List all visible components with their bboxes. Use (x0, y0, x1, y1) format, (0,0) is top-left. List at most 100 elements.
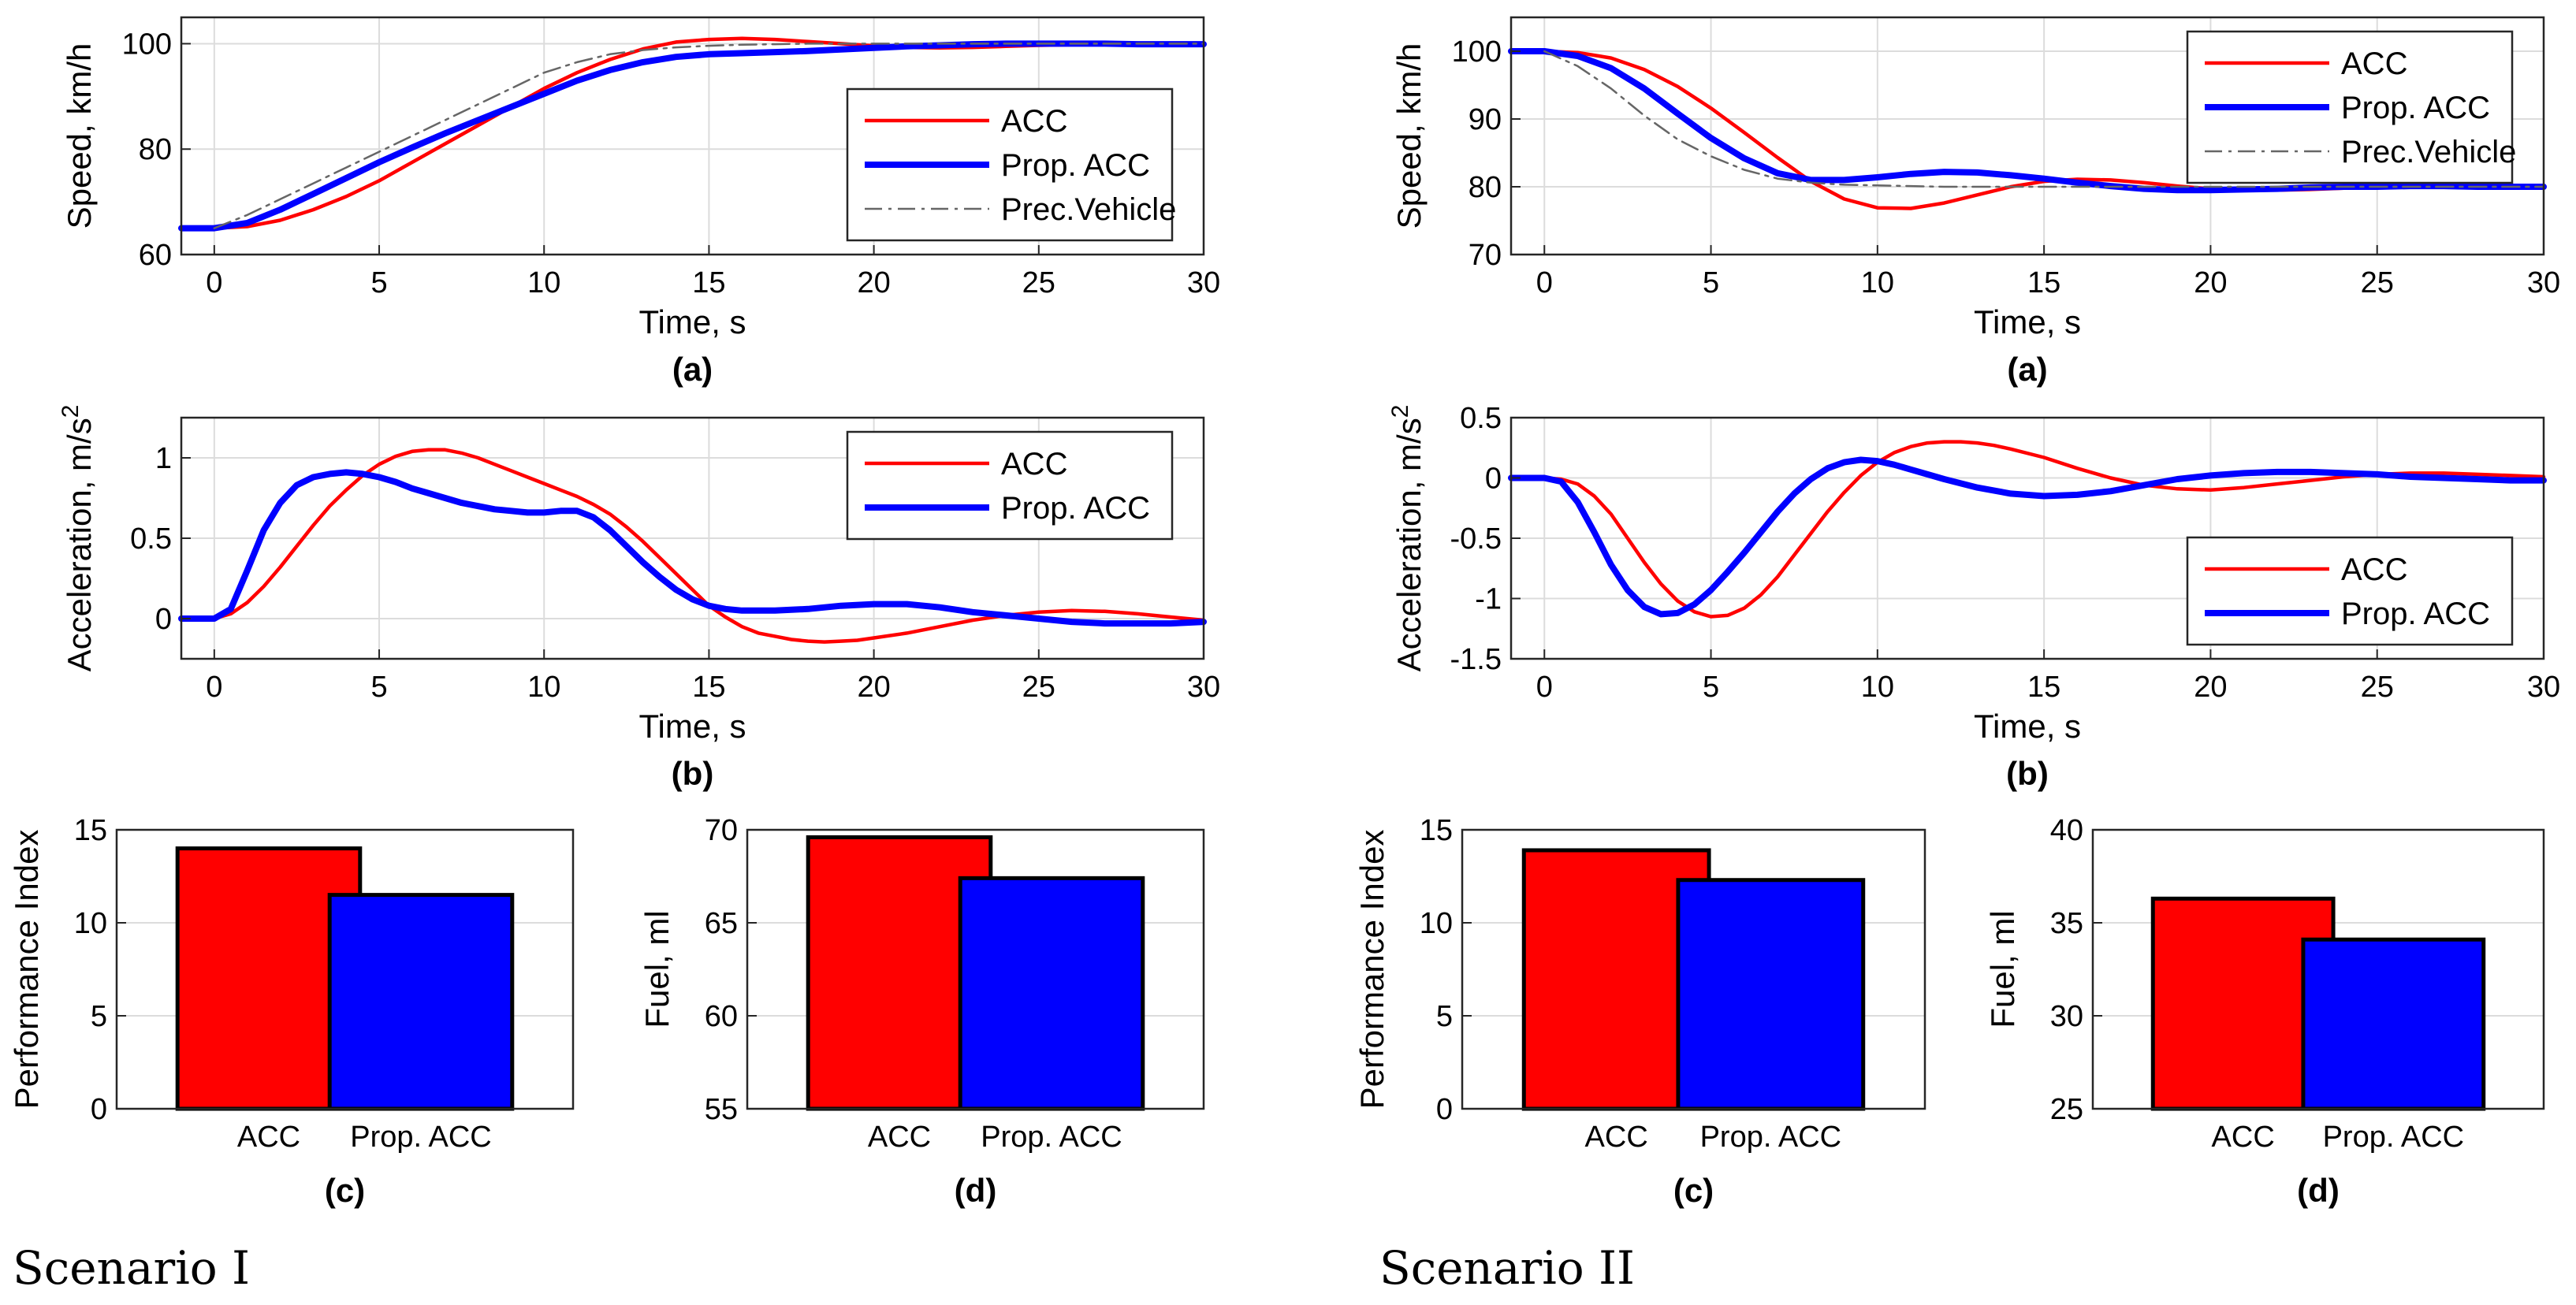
y-tick-label: 5 (1436, 1000, 1453, 1033)
y-tick-label: 10 (1420, 907, 1453, 940)
x-tick-label: 15 (692, 266, 725, 299)
series-line-acc (1509, 440, 2546, 619)
y-axis-label: Acceleration, m/s2 (58, 405, 98, 672)
y-tick-label: 60 (705, 1000, 738, 1033)
x-tick-label: 5 (370, 266, 387, 299)
plot-frame (2091, 828, 2545, 1110)
series-line-prec (213, 43, 1205, 229)
series-line-prop (178, 40, 1207, 232)
legend-label: Prop. ACC (1001, 491, 1150, 526)
x-tick-label: 20 (857, 671, 890, 704)
x-tick-label: 20 (2194, 671, 2227, 704)
x-tick-label: 10 (1861, 266, 1894, 299)
y-tick-label: -1.5 (1450, 643, 1502, 676)
y-tick-label: 30 (2050, 1000, 2083, 1033)
y-tick-label: 5 (91, 1000, 107, 1033)
series-line-prop (1508, 456, 2547, 618)
y-axis-label: Fuel, ml (638, 910, 676, 1028)
bar-prop-acc (1676, 878, 1866, 1111)
x-tick-label: 25 (2361, 266, 2394, 299)
series-line-prec (1543, 50, 2545, 188)
legend: ACC Prop. ACC Prec.Vehicle (2186, 30, 2516, 184)
x-category-label: ACC (237, 1121, 300, 1154)
y-tick-label: 100 (1452, 35, 1502, 69)
plot-frame (180, 16, 1205, 256)
x-tick-label: 15 (2027, 671, 2060, 704)
subplot-caption: (d) (2297, 1172, 2340, 1209)
x-axis-label: Time, s (1974, 708, 2081, 745)
legend-box (846, 87, 1174, 242)
legend-box (846, 430, 1174, 541)
x-category-label: Prop. ACC (981, 1121, 1122, 1154)
legend: ACC Prop. ACC Prec.Vehicle (846, 87, 1176, 242)
plot-frame (1509, 16, 2545, 256)
x-tick-label: 25 (2361, 671, 2394, 704)
y-axis-label: Fuel, ml (1984, 910, 2021, 1028)
subplot-caption: (c) (1673, 1172, 1714, 1209)
y-tick-label: 1 (155, 442, 172, 475)
y-tick-label: 10 (74, 907, 107, 940)
legend-label: ACC (1001, 104, 1067, 139)
x-category-label: Prop. ACC (1700, 1121, 1842, 1154)
y-tick-label: 80 (1469, 171, 1502, 204)
y-tick-label: 60 (139, 239, 172, 272)
y-tick-label: 15 (74, 814, 107, 847)
legend-label: ACC (2341, 552, 2407, 587)
legend-label: Prop. ACC (2341, 597, 2490, 631)
plot-frame (1509, 416, 2545, 660)
y-tick-label: 80 (139, 133, 172, 166)
subplot-caption: (b) (672, 755, 714, 792)
subplot-caption: (a) (2007, 351, 2047, 388)
chart-2: 0 5 10 15 20 25 30 0 0.5 1 Acceleration, m/s2 Time,… (58, 405, 1220, 792)
series-line-acc (179, 448, 1206, 644)
y-axis-label: Acceleration, m/s2 (1387, 405, 1428, 672)
x-category-label: ACC (1585, 1121, 1648, 1154)
x-tick-label: 25 (1022, 266, 1055, 299)
y-axis-label: Speed, km/h (1390, 43, 1428, 229)
x-tick-label: 30 (2527, 671, 2560, 704)
x-tick-label: 15 (692, 671, 725, 704)
legend: ACC Prop. ACC (2186, 536, 2514, 646)
y-axis-label-superscript: 2 (1387, 405, 1413, 418)
x-tick-label: 20 (857, 266, 890, 299)
x-tick-label: 0 (1536, 671, 1553, 704)
plot-frame (1461, 828, 1926, 1110)
x-axis-label: Time, s (1974, 303, 2081, 340)
y-tick-label: 0 (91, 1093, 107, 1126)
x-tick-label: 10 (527, 266, 560, 299)
bar-prop-acc (958, 876, 1145, 1111)
x-axis-label: Time, s (638, 303, 746, 340)
legend-label: Prec.Vehicle (1001, 192, 1176, 227)
legend-label: Prop. ACC (2341, 91, 2490, 125)
y-tick-label: -0.5 (1450, 522, 1502, 556)
subplot-caption: (b) (2006, 755, 2049, 792)
y-tick-label: 15 (1420, 814, 1453, 847)
x-tick-label: 30 (1187, 266, 1220, 299)
plot-frame (746, 828, 1205, 1110)
x-tick-label: 5 (370, 671, 387, 704)
x-category-label: ACC (2212, 1121, 2275, 1154)
legend-label: ACC (2341, 46, 2407, 81)
y-tick-label: 0 (1485, 463, 1502, 496)
legend-box (2186, 536, 2514, 646)
x-category-label: Prop. ACC (2323, 1121, 2465, 1154)
x-axis-label: Time, s (638, 708, 746, 745)
bar-prop-acc (327, 893, 515, 1111)
legend-label: ACC (1001, 447, 1067, 481)
x-tick-label: 0 (206, 671, 222, 704)
y-axis-label: Performance Index (8, 830, 45, 1110)
x-tick-label: 5 (1703, 266, 1719, 299)
x-tick-label: 5 (1703, 671, 1719, 704)
y-tick-label: 35 (2050, 907, 2083, 940)
subplot-caption: (c) (325, 1172, 365, 1209)
subplot-caption: (a) (672, 351, 713, 388)
series-line-prop (178, 469, 1207, 627)
y-tick-label: 70 (705, 814, 738, 847)
legend-label: Prec.Vehicle (2341, 135, 2516, 169)
y-tick-label: 65 (705, 907, 738, 940)
scenario-1-title: Scenario I (13, 1241, 251, 1295)
chart-8: ACC Prop. ACC 25 30 35 40 Fuel, ml (d) (1984, 814, 2545, 1209)
y-tick-label: 0.5 (130, 522, 172, 556)
x-tick-label: 0 (206, 266, 222, 299)
